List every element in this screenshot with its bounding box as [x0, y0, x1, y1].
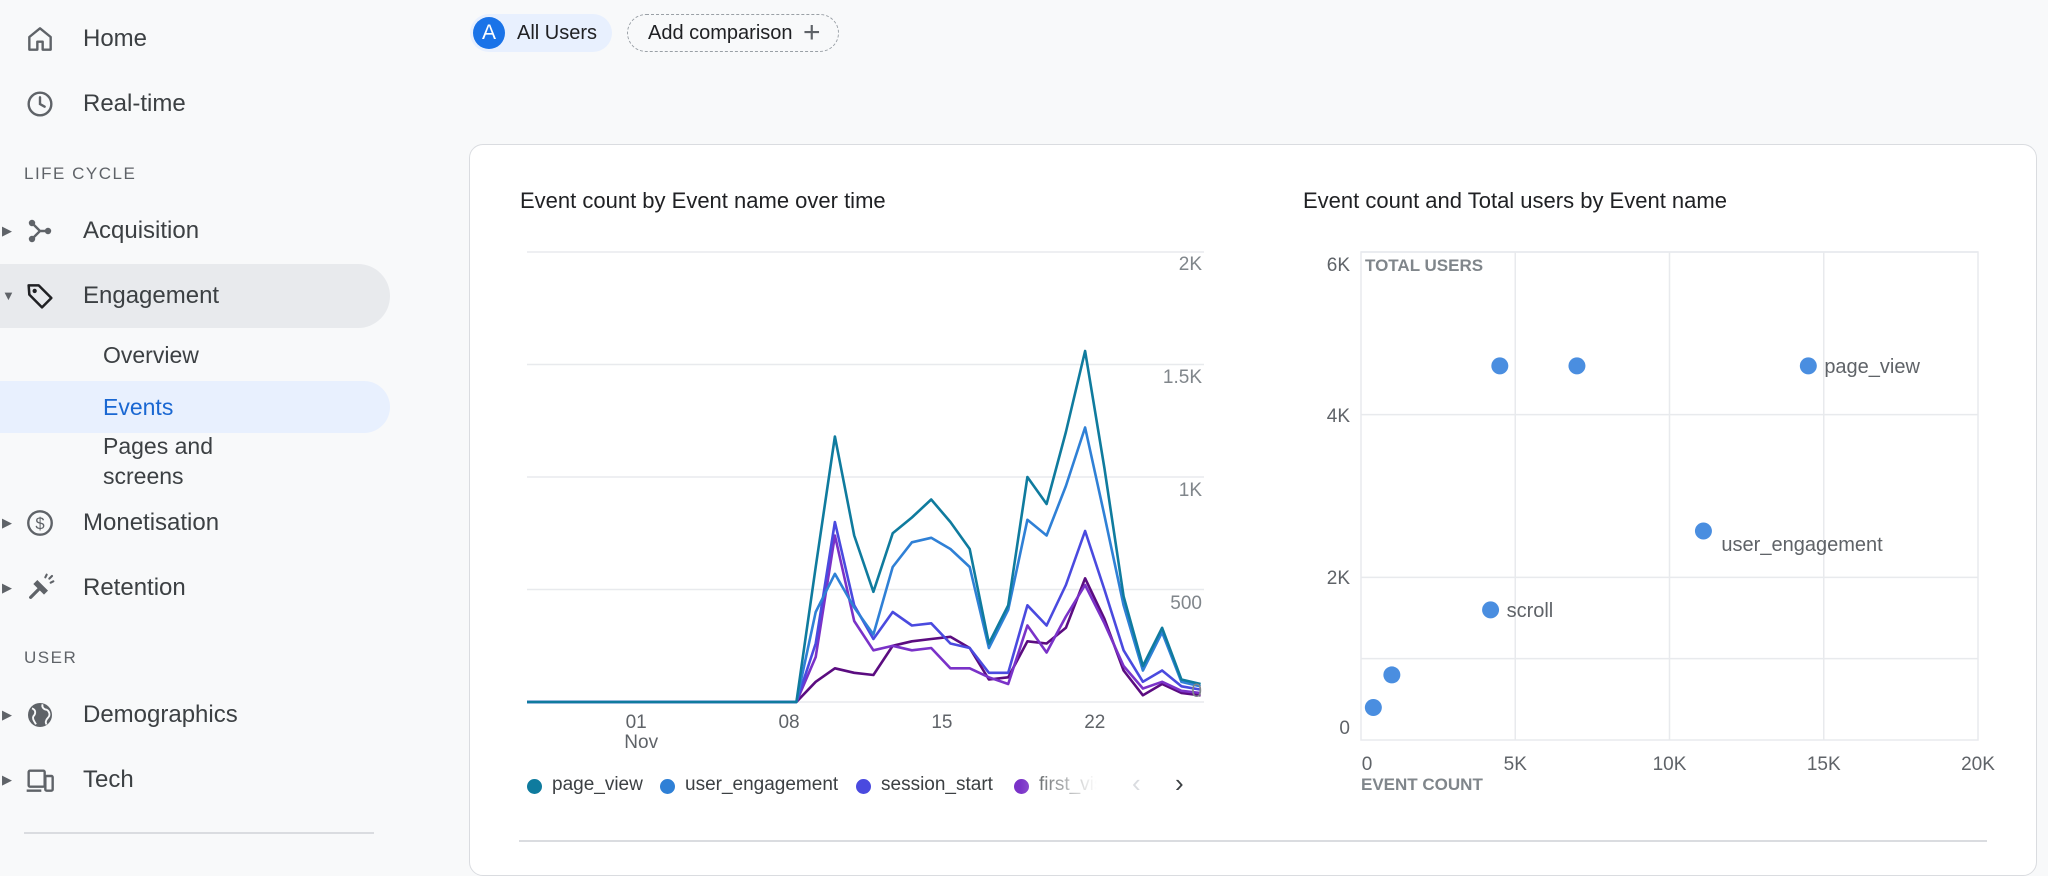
x-tick-label: 0 — [1362, 754, 1373, 775]
sidebar-subitem-overview[interactable]: Overview — [103, 342, 199, 368]
sidebar-item-label: Real-time — [83, 90, 186, 117]
caret-right-icon: ▶ — [2, 707, 12, 722]
caret-down-icon: ▼ — [2, 288, 15, 303]
y-tick-label: 1K — [1179, 480, 1203, 501]
globe-icon — [28, 703, 52, 727]
scatter-point-label: scroll — [1507, 600, 1554, 622]
sidebar-item-label: Tech — [83, 766, 134, 793]
divider — [519, 840, 1987, 842]
x-tick-label: 08 — [778, 712, 799, 733]
y-tick-label: 6K — [1327, 255, 1351, 276]
subitem-label-line-1: Pages and — [103, 433, 213, 459]
scatter-point — [1568, 357, 1586, 375]
charts-card — [469, 144, 2037, 876]
add-comparison-button[interactable]: Add comparison + — [627, 14, 839, 52]
caret-right-icon: ▶ — [2, 772, 12, 787]
scatter-chart-title: Event count and Total users by Event nam… — [1303, 188, 1727, 213]
sidebar-item-label: Home — [83, 25, 148, 52]
scatter-point — [1364, 698, 1382, 716]
section-label-life-cycle: LIFE CYCLE — [24, 164, 137, 183]
sidebar-nav: Home Real-time LIFE CYCLE ▶ Acquisition … — [0, 0, 392, 846]
retention-icon — [29, 573, 55, 599]
line-chart-title: Event count by Event name over time — [520, 188, 886, 213]
y-tick-label: 2K — [1327, 568, 1351, 589]
scatter-point — [1694, 522, 1712, 540]
acquisition-icon — [28, 219, 52, 243]
plus-icon: + — [803, 16, 821, 49]
legend-dot — [527, 779, 542, 794]
scatter-point-label: page_view — [1824, 356, 1920, 378]
clock-icon — [27, 91, 53, 117]
subitem-label-line-2: screens — [103, 463, 184, 489]
tag-icon — [27, 284, 53, 309]
y-tick-label: 1.5K — [1163, 367, 1202, 388]
x-tick-label: 15K — [1807, 754, 1841, 775]
chevron-left-icon[interactable]: ‹ — [1132, 768, 1141, 798]
y-tick-label: 4K — [1327, 406, 1351, 427]
y-tick-label: 500 — [1170, 593, 1202, 614]
section-label-user: USER — [24, 648, 78, 667]
legend-fade-overlay — [1020, 770, 1110, 800]
legend-label: user_engagement — [685, 774, 839, 795]
selected-highlight — [0, 381, 390, 433]
sidebar-item-engagement[interactable]: ▼ Engagement — [0, 264, 390, 328]
y-tick-label: 0 — [1191, 681, 1202, 702]
caret-right-icon: ▶ — [2, 580, 12, 595]
sidebar-item-label: Monetisation — [83, 509, 220, 536]
x-tick-sublabel: Nov — [624, 732, 658, 753]
x-tick-label: 01 — [626, 712, 647, 733]
caret-right-icon: ▶ — [2, 223, 12, 238]
sidebar-item-demographics[interactable]: ▶ Demographics — [0, 683, 390, 747]
chevron-right-icon[interactable]: › — [1175, 768, 1184, 798]
scatter-y-axis-title: TOTAL USERS — [1365, 256, 1483, 275]
scatter-point-label: user_engagement — [1721, 534, 1883, 556]
sidebar-item-acquisition[interactable]: ▶ Acquisition — [0, 199, 390, 263]
home-icon — [28, 27, 52, 51]
legend-label: session_start — [881, 774, 993, 795]
legend-dot — [856, 779, 871, 794]
y-tick-label: 0 — [1339, 718, 1350, 739]
series-line-page_view — [527, 349, 1201, 704]
caret-right-icon: ▶ — [2, 515, 12, 530]
scatter-x-axis-title: EVENT COUNT — [1361, 775, 1483, 794]
sidebar-subitem-pages-and-screens[interactable]: Pages and screens — [103, 433, 213, 490]
scatter-point — [1383, 666, 1401, 684]
sidebar-item-tech[interactable]: ▶ Tech — [0, 748, 390, 812]
sidebar-item-label: Demographics — [83, 701, 238, 728]
scatter-point — [1482, 601, 1500, 619]
sidebar-subitem-events[interactable]: Events — [103, 394, 174, 420]
sidebar-item-label: Retention — [83, 574, 186, 601]
legend-label: page_view — [552, 774, 643, 795]
add-comparison-label: Add comparison — [648, 22, 793, 44]
scatter-point — [1491, 357, 1509, 375]
sidebar-item-realtime[interactable]: Real-time — [0, 72, 390, 136]
sidebar-item-monetisation[interactable]: ▶ $ Monetisation — [0, 491, 390, 555]
x-tick-label: 20K — [1961, 754, 1995, 775]
segment-badge: A — [473, 17, 505, 49]
line-chart-legend: page_view user_engagement session_start … — [527, 773, 1167, 799]
legend-dot — [660, 779, 675, 794]
dollar-icon: $ — [27, 510, 53, 536]
scatter-chart: 6K 4K 2K 00 5K 10K 15K 20K page_view user_engage… — [1327, 251, 1995, 794]
x-tick-label: 5K — [1504, 754, 1528, 775]
svg-text:$: $ — [35, 514, 44, 533]
sidebar-item-label: Engagement — [83, 282, 220, 309]
x-tick-label: 10K — [1653, 754, 1687, 775]
segment-chip-all-users[interactable]: A All Users — [470, 14, 612, 52]
x-tick-label: 15 — [931, 712, 952, 733]
divider — [24, 832, 374, 834]
y-tick-label: 2K — [1179, 254, 1203, 275]
sidebar-item-retention[interactable]: ▶ Retention — [0, 556, 390, 620]
devices-icon — [26, 769, 54, 792]
segment-label: All Users — [517, 22, 598, 44]
sidebar-item-label: Acquisition — [83, 217, 200, 244]
x-tick-label: 22 — [1084, 712, 1105, 733]
scatter-point — [1799, 357, 1817, 375]
sidebar-item-home[interactable]: Home — [0, 7, 390, 71]
